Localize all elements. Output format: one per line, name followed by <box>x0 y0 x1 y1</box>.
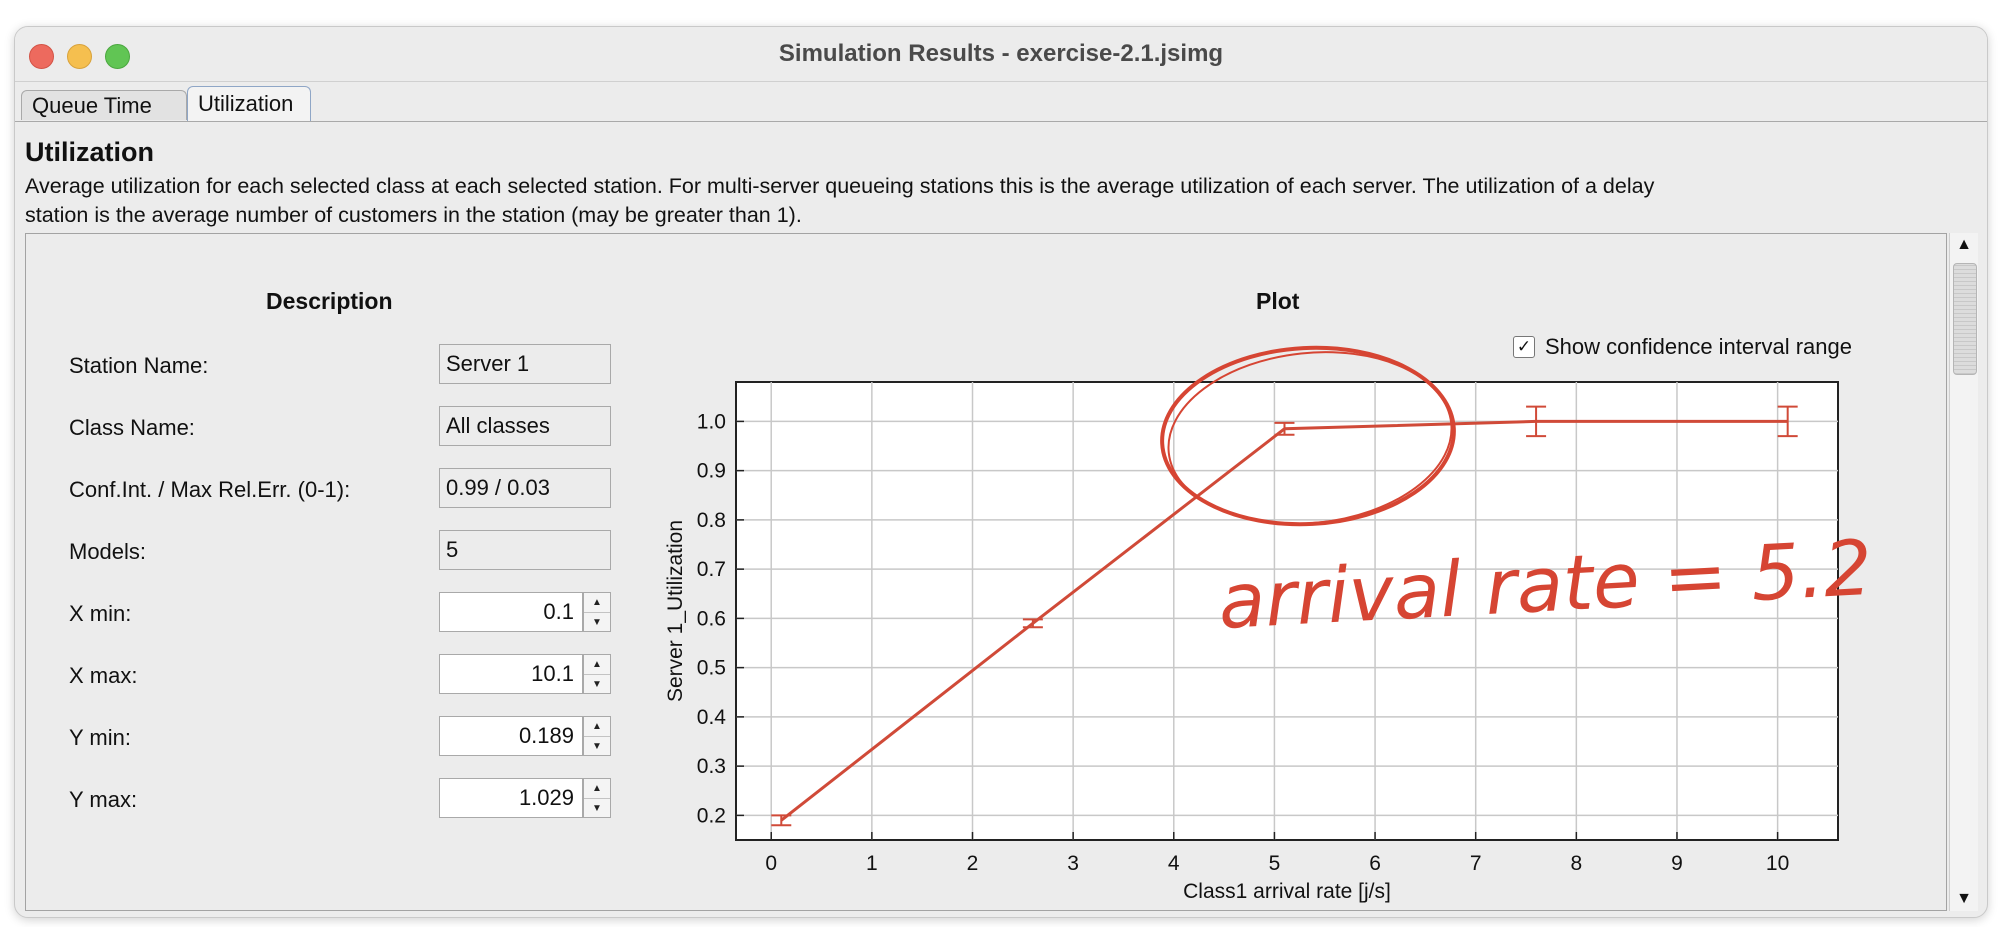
x-tick-label: 1 <box>866 852 878 875</box>
description-line-1: Average utilization for each selected cl… <box>25 174 1655 198</box>
conf-int-field: 0.99 / 0.03 <box>439 468 611 508</box>
decrement-icon[interactable]: ▼ <box>592 617 602 628</box>
x-tick-label: 3 <box>1067 852 1079 875</box>
decrement-icon[interactable]: ▼ <box>592 741 602 752</box>
y-tick-label: 0.4 <box>697 706 727 729</box>
y-min-stepper[interactable]: ▲ ▼ <box>583 716 611 756</box>
y-min-input[interactable]: 0.189 <box>439 716 583 756</box>
decrement-icon[interactable]: ▼ <box>592 679 602 690</box>
y-max-label: Y max: <box>69 787 138 812</box>
x-tick-label: 7 <box>1470 852 1482 875</box>
station-name-field: Server 1 <box>439 344 611 384</box>
y-tick-label: 0.9 <box>697 460 726 483</box>
scroll-down-arrow-icon[interactable]: ▼ <box>1956 890 1972 907</box>
scroll-up-arrow-icon[interactable]: ▲ <box>1956 236 1972 253</box>
models-field: 5 <box>439 530 611 570</box>
tab-divider <box>15 121 1987 122</box>
plot-area <box>735 381 1839 841</box>
page-title: Utilization <box>25 137 154 167</box>
x-tick-label: 10 <box>1766 852 1789 875</box>
maximize-window-button[interactable] <box>105 44 130 69</box>
tab-utilization[interactable]: Utilization <box>187 86 311 122</box>
x-min-input[interactable]: 0.1 <box>439 592 583 632</box>
x-max-label: X max: <box>69 663 138 688</box>
close-window-button[interactable] <box>29 44 54 69</box>
increment-icon[interactable]: ▲ <box>584 779 610 799</box>
models-label: Models: <box>69 539 147 564</box>
x-max-input[interactable]: 10.1 <box>439 654 583 694</box>
decrement-icon[interactable]: ▼ <box>592 803 602 814</box>
description-section-title: Description <box>266 288 393 314</box>
x-axis-label: Class1 arrival rate [j/s] <box>1183 880 1391 903</box>
increment-icon[interactable]: ▲ <box>584 655 610 675</box>
y-tick-label: 0.8 <box>697 509 726 532</box>
show-ci-checkbox[interactable]: ✓ <box>1513 336 1535 358</box>
window-title: Simulation Results - exercise-2.1.jsimg <box>778 40 1224 67</box>
increment-icon[interactable]: ▲ <box>584 593 610 613</box>
station-name-label: Station Name: <box>69 353 209 378</box>
tab-queue-time[interactable]: Queue Time <box>21 90 187 120</box>
show-ci-label[interactable]: Show confidence interval range <box>1545 334 1852 359</box>
minimize-window-button[interactable] <box>67 44 92 69</box>
page-description: Average utilization for each selected cl… <box>25 172 1975 230</box>
annotation-circle-stroke <box>1167 351 1453 525</box>
y-max-stepper[interactable]: ▲ ▼ <box>583 778 611 818</box>
y-tick-label: 1.0 <box>697 410 726 433</box>
x-tick-label: 6 <box>1369 852 1381 875</box>
conf-int-label: Conf.Int. / Max Rel.Err. (0-1): <box>69 477 351 502</box>
y-tick-label: 0.6 <box>697 607 726 630</box>
x-tick-label: 5 <box>1269 852 1281 875</box>
y-max-input[interactable]: 1.029 <box>439 778 583 818</box>
scroll-thumb[interactable] <box>1953 263 1977 375</box>
x-min-stepper[interactable]: ▲ ▼ <box>583 592 611 632</box>
y-min-label: Y min: <box>69 725 131 750</box>
x-tick-label: 0 <box>765 852 777 875</box>
y-tick-label: 0.2 <box>697 804 726 827</box>
x-tick-label: 9 <box>1671 852 1683 875</box>
x-max-stepper[interactable]: ▲ ▼ <box>583 654 611 694</box>
increment-icon[interactable]: ▲ <box>584 717 610 737</box>
x-tick-label: 2 <box>967 852 979 875</box>
vertical-scrollbar[interactable]: ▲ ▼ <box>1949 233 1978 911</box>
description-line-2: station is the average number of custome… <box>25 203 802 227</box>
y-tick-label: 0.7 <box>697 558 726 581</box>
y-tick-label: 0.3 <box>697 755 726 778</box>
title-bar: Simulation Results - exercise-2.1.jsimg <box>15 27 1987 82</box>
x-min-label: X min: <box>69 601 132 626</box>
class-name-field: All classes <box>439 406 611 446</box>
x-tick-label: 4 <box>1168 852 1180 875</box>
tab-bar: Queue Time Utilization <box>15 82 1987 122</box>
y-axis-label: Server 1_Utilization <box>664 520 687 702</box>
class-name-label: Class Name: <box>69 415 195 440</box>
y-tick-label: 0.5 <box>697 657 726 680</box>
plot-section-title: Plot <box>1256 288 1300 314</box>
x-tick-label: 8 <box>1570 852 1582 875</box>
